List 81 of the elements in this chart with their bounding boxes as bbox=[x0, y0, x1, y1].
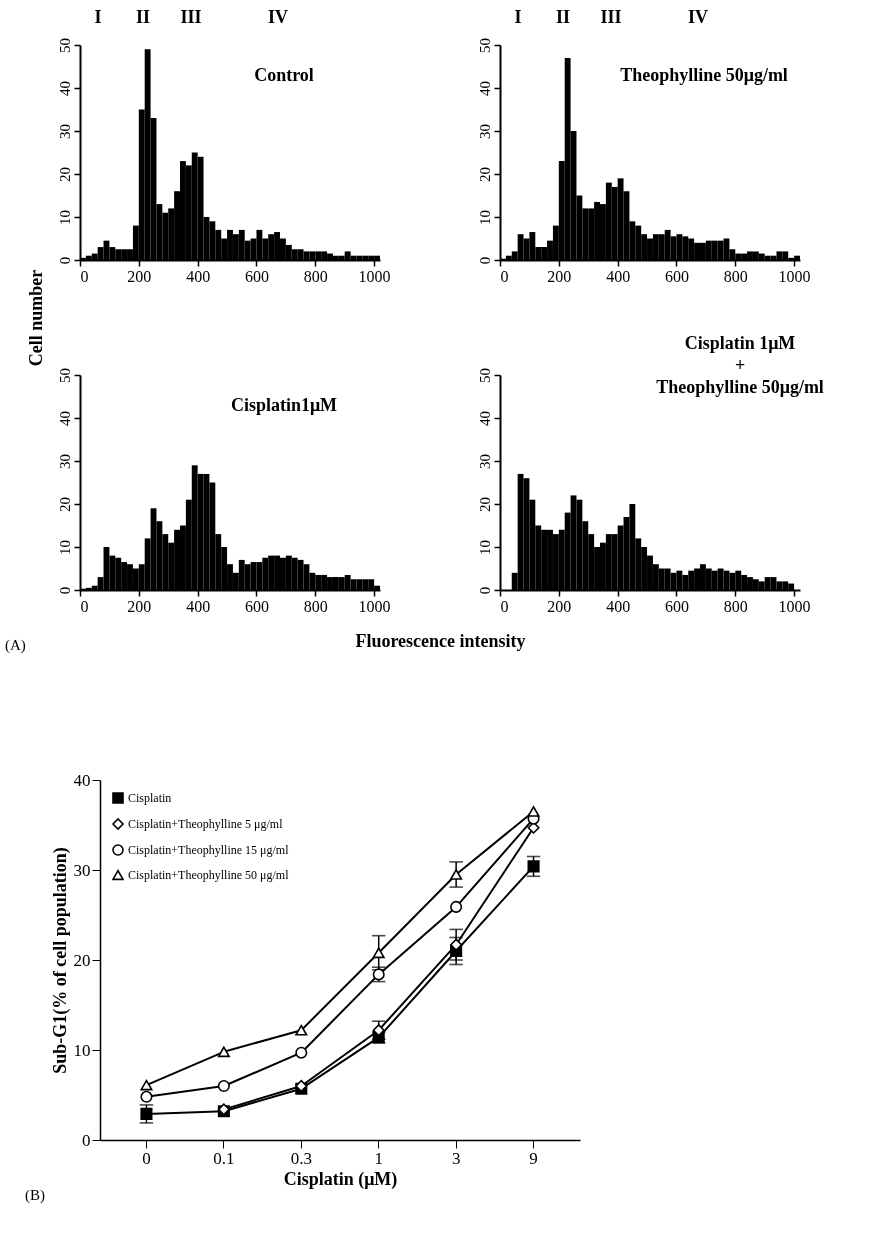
legend-label: Cisplatin+Theophylline 50 μg/ml bbox=[128, 868, 290, 882]
y-tick-label: 50 bbox=[56, 368, 73, 383]
x-tick-label: 600 bbox=[664, 267, 689, 285]
x-tick-label: 800 bbox=[723, 597, 748, 615]
x-tick-label: 200 bbox=[547, 267, 572, 285]
x-tick-label: 400 bbox=[186, 597, 211, 615]
legend-label: Cisplatin+Theophylline 5 μg/ml bbox=[128, 817, 284, 831]
text: III bbox=[180, 7, 202, 27]
legend-label: Cisplatin+Theophylline 15 μg/ml bbox=[128, 843, 290, 857]
x-axis-title: Fluorescence intensity bbox=[355, 630, 526, 651]
text: I bbox=[514, 7, 522, 27]
x-tick-label: 400 bbox=[606, 597, 631, 615]
x-tick-label: 600 bbox=[244, 267, 269, 285]
y-tick-label: 40 bbox=[56, 411, 73, 426]
text: Control bbox=[254, 65, 314, 85]
text: (A) bbox=[5, 637, 26, 654]
y-tick-label: 10 bbox=[476, 210, 493, 225]
text: (B) bbox=[25, 1187, 45, 1204]
y-tick-label: 30 bbox=[73, 860, 91, 880]
x-tick-label: 0 bbox=[142, 1148, 151, 1168]
y-tick-label: 40 bbox=[56, 81, 73, 96]
y-tick-label: 40 bbox=[73, 770, 91, 790]
x-tick-label: 1000 bbox=[778, 597, 811, 615]
y-tick-label: 10 bbox=[73, 1040, 91, 1060]
y-axis-title: Sub-G1(% of cell population) bbox=[49, 847, 71, 1074]
y-tick-label: 20 bbox=[73, 950, 91, 970]
text: IV bbox=[687, 7, 709, 27]
y-tick-label: 50 bbox=[476, 368, 493, 383]
text: Theophylline 50μg/ml bbox=[656, 377, 824, 397]
x-tick-label: 600 bbox=[664, 597, 689, 615]
x-tick-label: 800 bbox=[723, 267, 748, 285]
x-tick-label: 0.3 bbox=[290, 1148, 312, 1168]
y-tick-label: 0 bbox=[476, 256, 493, 265]
x-tick-label: 1000 bbox=[358, 597, 391, 615]
x-tick-label: 0 bbox=[500, 267, 509, 285]
y-tick-label: 50 bbox=[56, 38, 73, 53]
text: I bbox=[94, 7, 102, 27]
x-axis-title: Cisplatin (μM) bbox=[283, 1168, 398, 1190]
x-tick-label: 400 bbox=[606, 267, 631, 285]
y-tick-label: 30 bbox=[476, 454, 493, 469]
x-tick-label: 400 bbox=[186, 267, 211, 285]
y-tick-label: 20 bbox=[476, 167, 493, 182]
y-tick-label: 10 bbox=[56, 210, 73, 225]
y-tick-label: 20 bbox=[56, 497, 73, 512]
y-tick-label: 30 bbox=[476, 124, 493, 139]
y-tick-label: 10 bbox=[56, 540, 73, 555]
y-tick-label: 50 bbox=[476, 38, 493, 53]
x-tick-label: 800 bbox=[303, 597, 328, 615]
x-tick-label: 800 bbox=[303, 267, 328, 285]
x-tick-label: 9 bbox=[529, 1148, 538, 1168]
text: III bbox=[600, 7, 622, 27]
legend-label: Cisplatin bbox=[128, 791, 172, 805]
text: Theophylline 50μg/ml bbox=[620, 65, 788, 85]
x-tick-label: 200 bbox=[547, 597, 572, 615]
x-tick-label: 0.1 bbox=[213, 1148, 235, 1168]
y-tick-label: 40 bbox=[476, 411, 493, 426]
y-tick-label: 0 bbox=[56, 586, 73, 595]
x-tick-label: 3 bbox=[451, 1148, 461, 1168]
x-tick-label: 1000 bbox=[778, 267, 811, 285]
x-tick-label: 200 bbox=[127, 597, 152, 615]
text: II bbox=[555, 7, 571, 27]
text: IV bbox=[267, 7, 289, 27]
x-tick-label: 600 bbox=[244, 597, 269, 615]
y-tick-label: 40 bbox=[476, 81, 493, 96]
y-axis-title: Cell number bbox=[25, 269, 46, 367]
y-tick-label: 30 bbox=[56, 124, 73, 139]
text: Cisplatin1μM bbox=[230, 395, 338, 415]
y-tick-label: 0 bbox=[476, 586, 493, 595]
y-tick-label: 20 bbox=[56, 167, 73, 182]
x-tick-label: 200 bbox=[127, 267, 152, 285]
text: II bbox=[135, 7, 151, 27]
text: Cisplatin 1μM bbox=[684, 333, 796, 353]
y-tick-label: 0 bbox=[82, 1130, 91, 1150]
x-tick-label: 0 bbox=[500, 597, 509, 615]
x-tick-label: 1000 bbox=[358, 267, 391, 285]
y-tick-label: 0 bbox=[56, 256, 73, 265]
y-tick-label: 20 bbox=[476, 497, 493, 512]
text: + bbox=[734, 355, 746, 375]
y-tick-label: 10 bbox=[476, 540, 493, 555]
y-tick-label: 30 bbox=[56, 454, 73, 469]
x-tick-label: 1 bbox=[374, 1148, 383, 1168]
